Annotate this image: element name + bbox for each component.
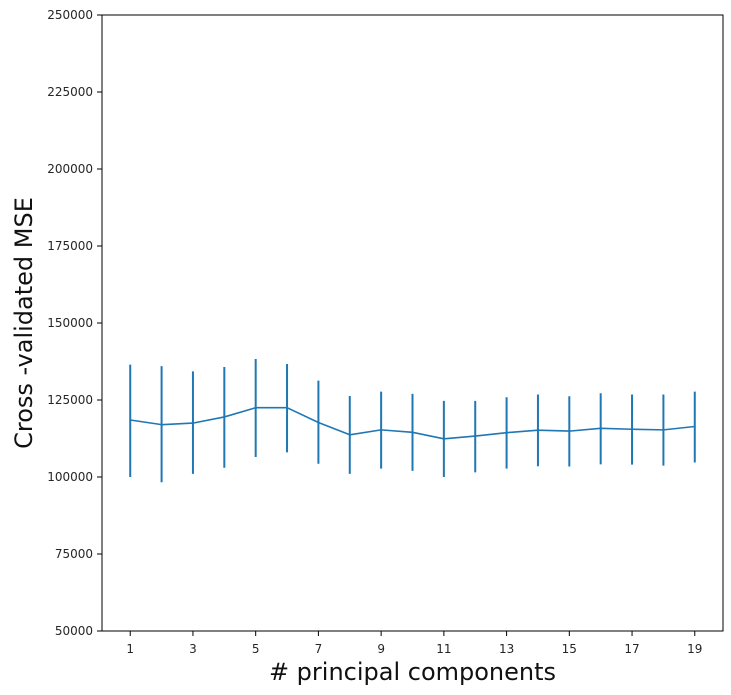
x-tick-label: 5	[252, 642, 260, 656]
y-axis-ticks: 50000 75000 100000 125000 150000 175000 200000…	[47, 8, 102, 638]
y-axis-label: Cross -validated MSE	[10, 197, 38, 449]
x-tick-label: 11	[436, 642, 451, 656]
x-tick-label: 15	[562, 642, 577, 656]
y-tick-label: 75000	[55, 547, 93, 561]
y-tick-label: 175000	[47, 239, 93, 253]
plot-frame	[101, 14, 724, 632]
x-tick-label: 1	[126, 642, 134, 656]
series-line	[130, 406, 695, 440]
x-tick-label: 19	[687, 642, 702, 656]
y-tick-label: 150000	[47, 316, 93, 330]
y-tick-label: 50000	[55, 624, 93, 638]
x-tick-label: 9	[377, 642, 385, 656]
y-tick-label: 225000	[47, 85, 93, 99]
error-bars	[129, 359, 696, 483]
x-tick-label: 17	[624, 642, 639, 656]
y-tick-label: 200000	[47, 162, 93, 176]
x-tick-label: 3	[189, 642, 197, 656]
x-axis-ticks: 1 3 5 7 9 11 13 15 17 19	[126, 631, 702, 656]
y-tick-label: 100000	[47, 470, 93, 484]
y-tick-label: 250000	[47, 8, 93, 22]
x-tick-label: 7	[315, 642, 323, 656]
y-tick-label: 125000	[47, 393, 93, 407]
x-tick-label: 13	[499, 642, 514, 656]
x-axis-label: # principal components	[269, 658, 556, 686]
